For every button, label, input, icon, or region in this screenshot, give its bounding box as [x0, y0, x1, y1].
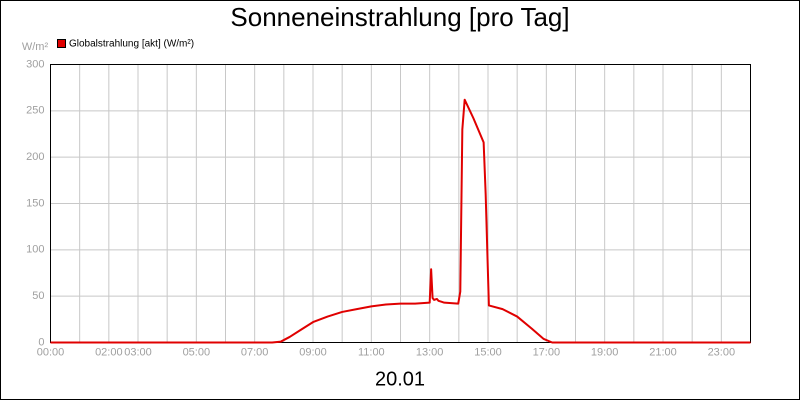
legend-label: Globalstrahlung [akt] (W/m²): [69, 39, 194, 50]
x-tick-label: 07:00: [241, 346, 269, 358]
legend-swatch: [57, 39, 66, 48]
data-line: [50, 98, 751, 344]
x-axis-label: 20.01: [375, 368, 425, 390]
x-tick-label: 02:00: [95, 346, 123, 358]
x-tick-label: 09:00: [299, 346, 327, 358]
y-tick-label: 50: [32, 290, 44, 302]
x-tick-label: 11:00: [358, 346, 385, 358]
x-tick-label: 13:00: [416, 346, 444, 358]
x-tick-label: 21:00: [649, 346, 677, 358]
y-tick-label: 200: [26, 151, 44, 163]
y-tick-label: 0: [38, 336, 44, 348]
chart-title: Sonneneinstrahlung [pro Tag]: [230, 2, 569, 32]
y-tick-label: 300: [26, 58, 44, 70]
x-tick-label: 05:00: [183, 346, 211, 358]
legend: Globalstrahlung [akt] (W/m²): [57, 39, 194, 50]
x-tick-label: 03:00: [124, 346, 152, 358]
x-tick-label: 00:00: [37, 346, 65, 358]
y-tick-label: 150: [26, 197, 44, 209]
x-tick-label: 17:00: [533, 346, 561, 358]
x-tick-label: 19:00: [591, 346, 619, 358]
x-tick-label: 15:00: [474, 346, 502, 358]
y-axis-label: W/m²: [22, 41, 49, 53]
y-tick-label: 250: [26, 105, 44, 117]
plot-border: [50, 64, 751, 343]
x-tick-label: 23:00: [708, 346, 736, 358]
y-tick-label: 100: [26, 244, 44, 256]
